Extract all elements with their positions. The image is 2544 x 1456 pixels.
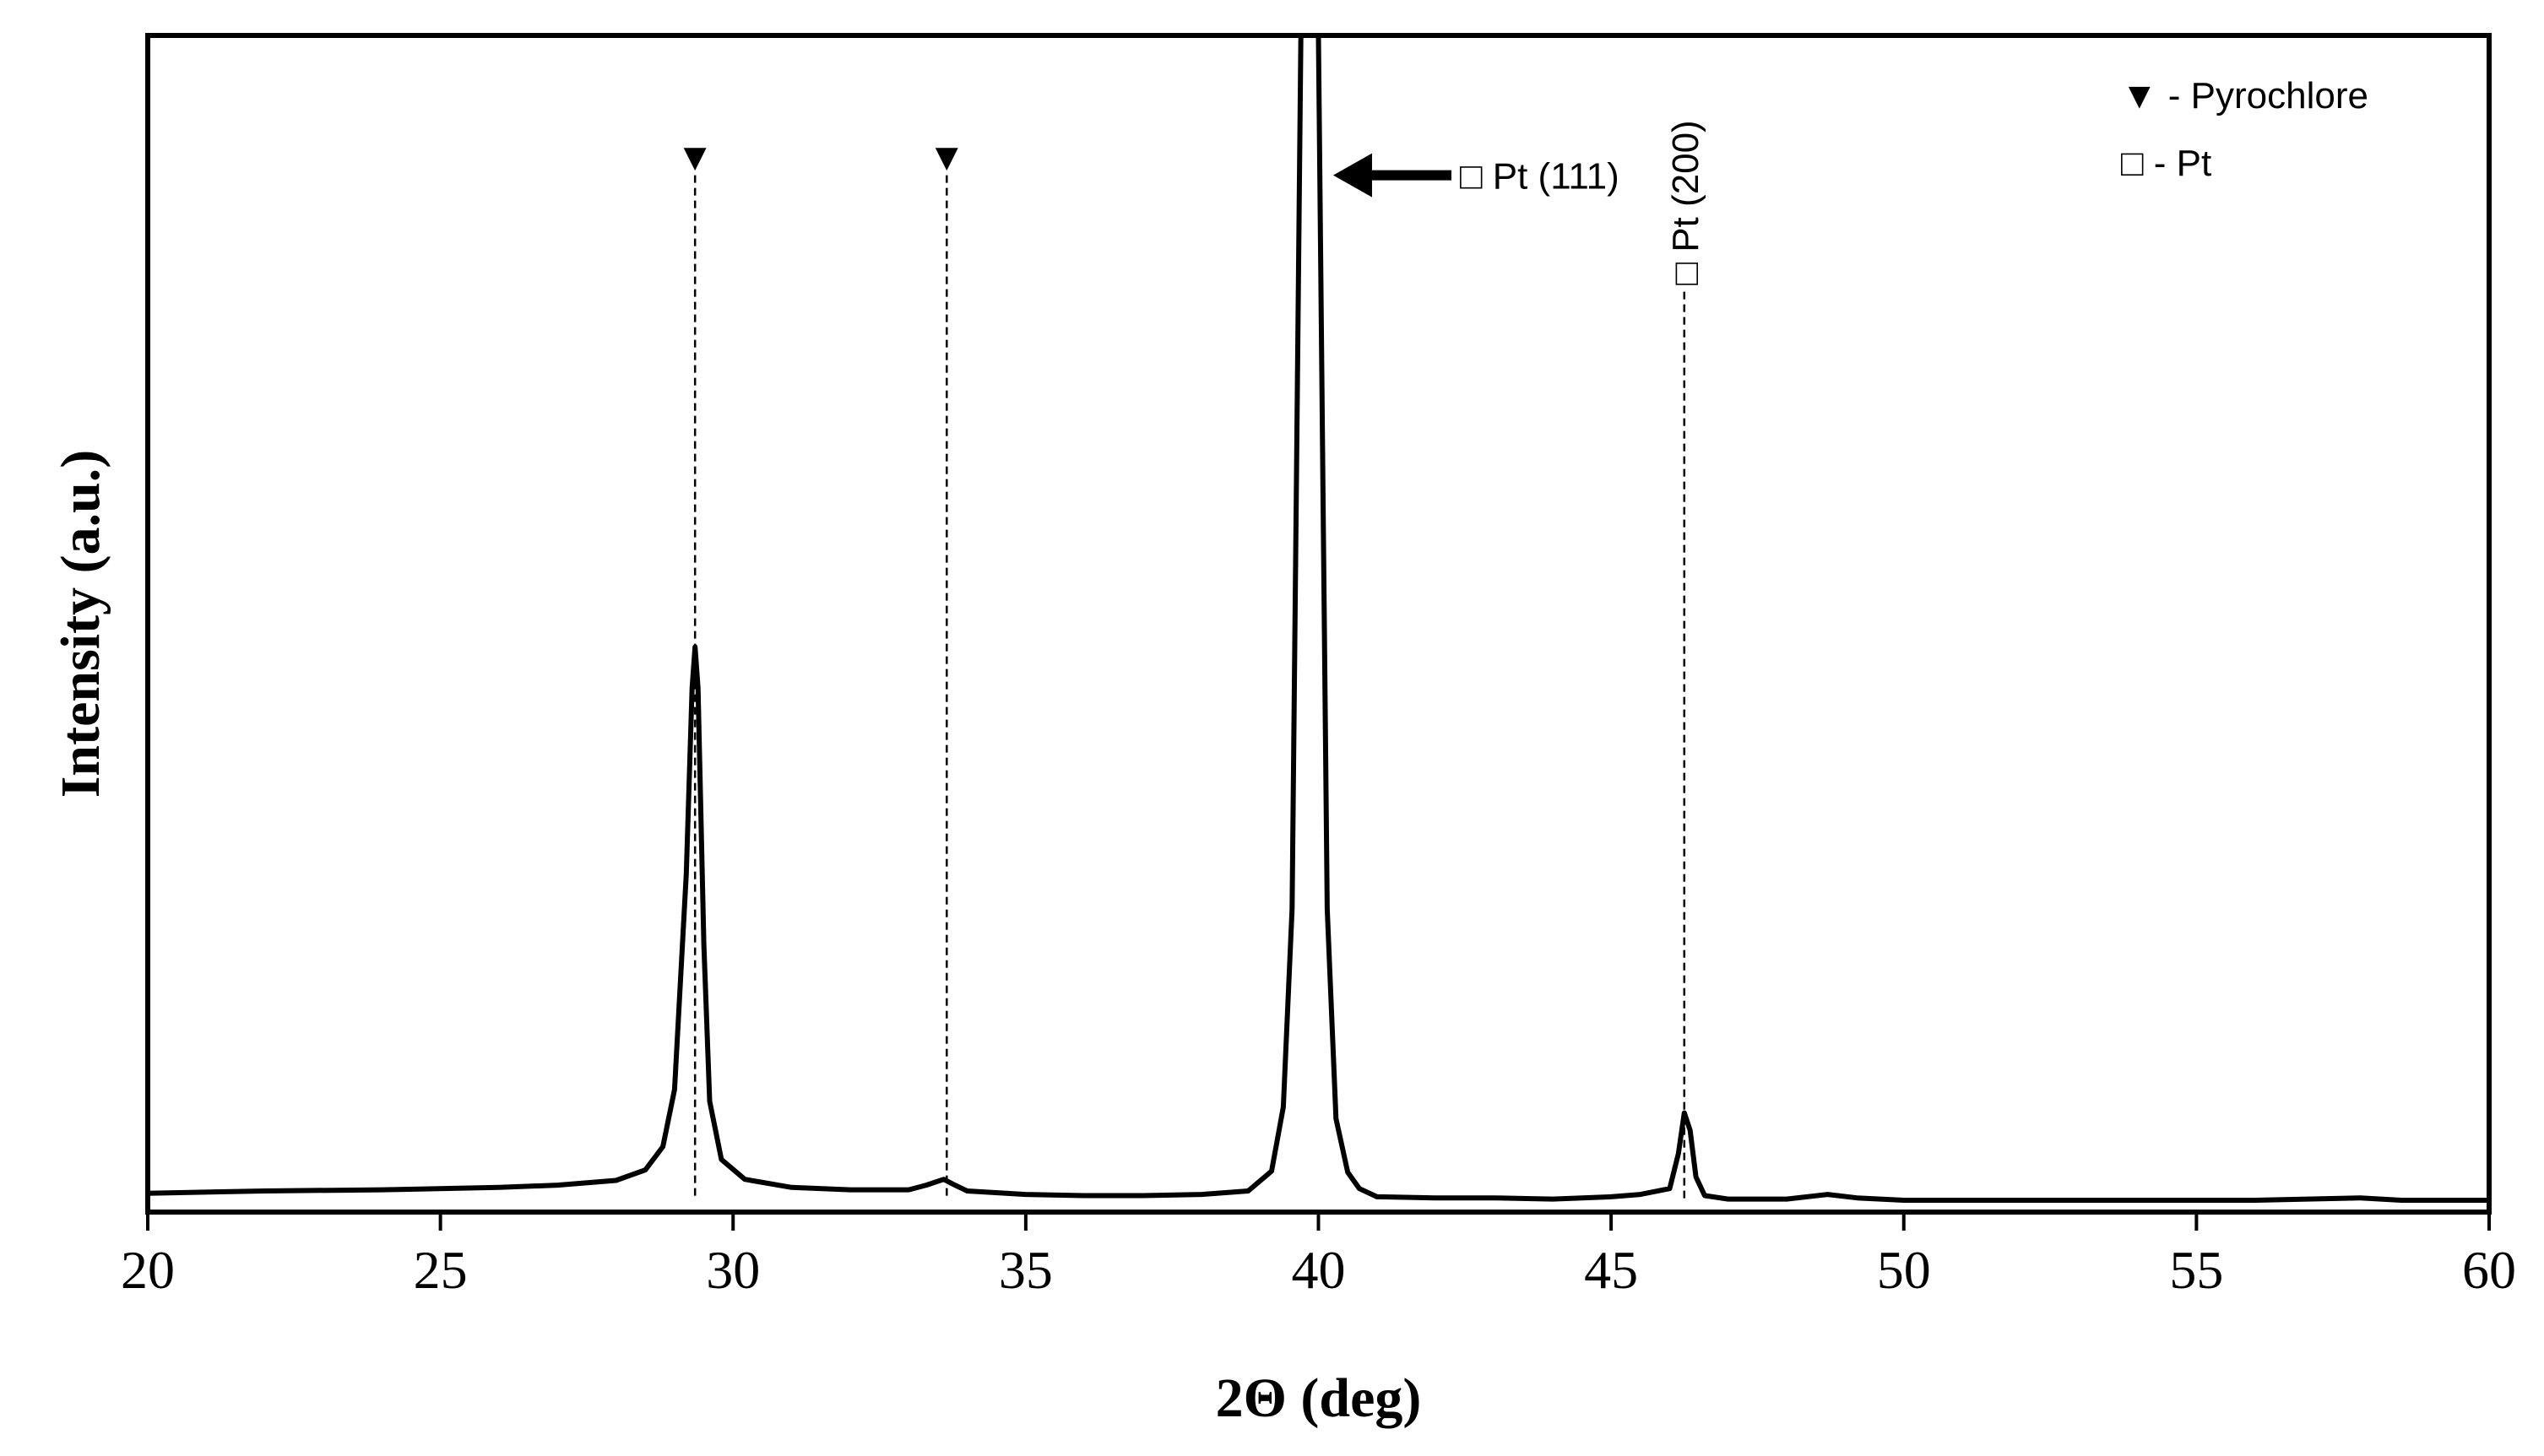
- legend-entry: ▼ - Pyrochlore: [2121, 75, 2368, 116]
- pyrochlore-marker-icon: ▼: [675, 135, 714, 179]
- x-tick-label: 35: [999, 1240, 1053, 1300]
- pyrochlore-marker-icon: ▼: [928, 135, 967, 179]
- x-tick-label: 25: [414, 1240, 468, 1300]
- x-axis-label: 2Θ (deg): [1216, 1367, 1422, 1429]
- x-tick-label: 60: [2462, 1240, 2516, 1300]
- x-tick-label: 45: [1584, 1240, 1638, 1300]
- x-ticks: 20 25 30 35 40 45 50 55 60: [121, 1212, 2516, 1300]
- arrow-left-icon: [1332, 153, 1372, 198]
- legend: ▼ - Pyrochlore □ - Pt: [2121, 75, 2368, 184]
- x-tick-label: 55: [2169, 1240, 2223, 1300]
- x-tick-label: 50: [1877, 1240, 1931, 1300]
- series-layer: [147, 33, 2489, 1203]
- x-tick-label: 30: [706, 1240, 760, 1300]
- legend-entry: □ - Pt: [2121, 143, 2211, 184]
- y-axis-label: Intensity (a.u.): [50, 450, 111, 798]
- x-tick-label: 40: [1292, 1240, 1346, 1300]
- reference-lines: ▼ ▼: [675, 135, 1686, 1200]
- annotation-label: □ Pt (200): [1665, 120, 1706, 284]
- series-line: [147, 33, 2489, 1203]
- annotation-label: □ Pt (111): [1460, 156, 1619, 198]
- x-tick-label: 20: [121, 1240, 175, 1300]
- annotations: □ Pt (111) □ Pt (200): [1332, 120, 1706, 285]
